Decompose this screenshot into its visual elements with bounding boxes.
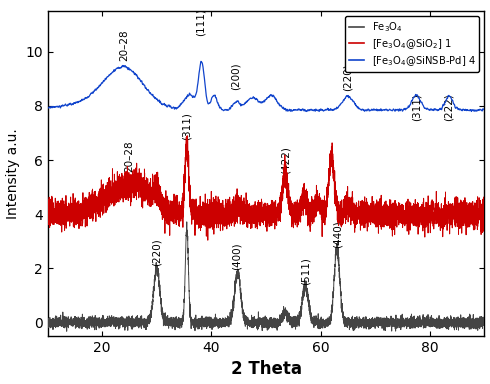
Text: (222): (222) xyxy=(444,93,454,121)
Text: (422): (422) xyxy=(280,146,290,174)
Text: (220): (220) xyxy=(152,238,162,266)
Text: (220): (220) xyxy=(343,63,353,91)
Text: (311): (311) xyxy=(411,93,421,121)
Text: (311): (311) xyxy=(182,112,192,140)
Text: (440): (440) xyxy=(333,220,343,248)
Legend: Fe$_3$O$_4$, [Fe$_3$O$_4$@SiO$_2$] 1, [Fe$_3$O$_4$@SiNSB-Pd] 4: Fe$_3$O$_4$, [Fe$_3$O$_4$@SiO$_2$] 1, [F… xyxy=(344,16,479,72)
Text: (200): (200) xyxy=(231,62,241,90)
Text: 20–28: 20–28 xyxy=(119,30,129,61)
X-axis label: 2 Theta: 2 Theta xyxy=(230,361,301,379)
Text: (511): (511) xyxy=(301,257,311,285)
Text: (400): (400) xyxy=(232,242,242,270)
Y-axis label: Intensity a.u.: Intensity a.u. xyxy=(5,128,20,219)
Text: (111): (111) xyxy=(196,8,205,36)
Text: 20–28: 20–28 xyxy=(124,141,135,172)
